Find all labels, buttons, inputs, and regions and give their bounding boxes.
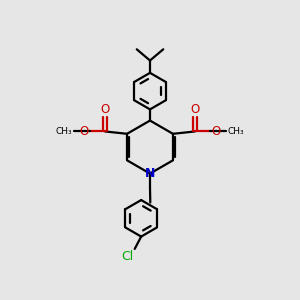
Text: CH₃: CH₃ (227, 127, 244, 136)
Text: O: O (190, 103, 200, 116)
Text: Cl: Cl (121, 250, 133, 263)
Text: CH₃: CH₃ (56, 127, 73, 136)
Text: O: O (212, 125, 221, 138)
Text: O: O (79, 125, 88, 138)
Text: N: N (145, 167, 155, 180)
Text: O: O (100, 103, 110, 116)
